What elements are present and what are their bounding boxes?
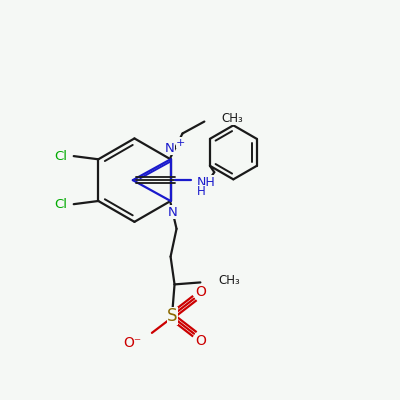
Text: O: O	[196, 334, 207, 348]
Text: NH: NH	[197, 176, 216, 189]
Text: N: N	[165, 142, 175, 155]
Text: O⁻: O⁻	[124, 336, 142, 350]
Text: Cl: Cl	[54, 198, 67, 211]
Text: CH₃: CH₃	[218, 274, 240, 287]
Text: Cl: Cl	[54, 150, 67, 163]
Text: H: H	[197, 185, 206, 198]
Text: +: +	[176, 138, 185, 148]
Text: O: O	[196, 284, 207, 298]
Text: CH₃: CH₃	[221, 112, 243, 125]
Text: S: S	[167, 307, 178, 325]
Text: N: N	[168, 206, 178, 219]
